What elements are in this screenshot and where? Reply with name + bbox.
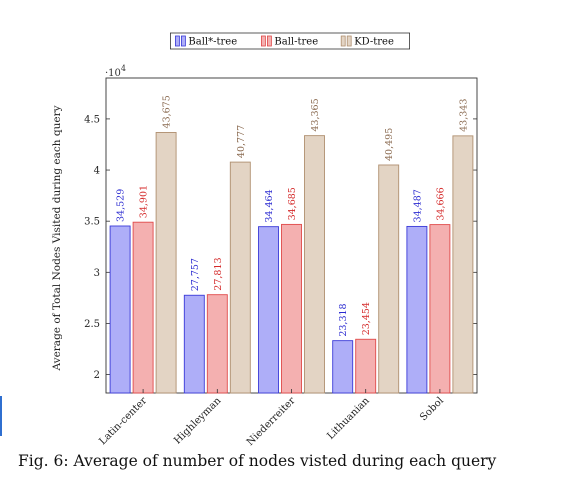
x-tick-label: Latin-center bbox=[97, 395, 149, 447]
legend-swatch bbox=[340, 35, 346, 47]
x-tick-label: Sobol bbox=[418, 395, 446, 423]
bar bbox=[452, 135, 474, 394]
y-tick-label: 2 bbox=[94, 370, 100, 381]
legend-swatch bbox=[180, 35, 186, 47]
y-tick-label: 2.5 bbox=[84, 319, 100, 330]
data-label: 27,757 bbox=[190, 258, 201, 291]
legend-swatch bbox=[346, 35, 352, 47]
page-edge-marker bbox=[0, 396, 2, 436]
y-axis-multiplier-base: ·10 bbox=[105, 68, 121, 79]
data-label: 23,318 bbox=[338, 303, 349, 336]
bar bbox=[132, 221, 154, 394]
x-tick-label: Niederreiter bbox=[245, 395, 298, 448]
bar bbox=[304, 135, 325, 394]
legend-label: Ball*-tree bbox=[188, 37, 237, 48]
data-label: 34,685 bbox=[287, 187, 298, 220]
bar bbox=[378, 164, 400, 394]
bar-chart: Ball*-tree Ball-tree KD-tree Average of To… bbox=[51, 32, 478, 448]
data-label: 34,666 bbox=[435, 187, 446, 220]
y-tick-label: 3 bbox=[94, 268, 100, 279]
legend-label: KD-tree bbox=[354, 37, 394, 48]
bar bbox=[229, 161, 251, 394]
data-label: 34,487 bbox=[412, 189, 423, 222]
legend-swatch bbox=[174, 35, 180, 47]
figure-caption: Fig. 6: Average of number of nodes viste… bbox=[18, 452, 497, 470]
data-label: 27,813 bbox=[213, 257, 224, 290]
data-label: 43,675 bbox=[162, 95, 173, 128]
legend-swatch bbox=[266, 35, 272, 47]
y-tick-label: 3.5 bbox=[84, 217, 100, 228]
bar bbox=[183, 294, 205, 394]
data-label: 40,777 bbox=[236, 125, 247, 158]
bar bbox=[429, 224, 451, 394]
bar bbox=[332, 340, 354, 394]
data-label: 23,454 bbox=[361, 302, 372, 335]
legend: Ball*-tree Ball-tree KD-tree bbox=[169, 32, 410, 50]
x-tick-label: Highleyman bbox=[172, 395, 224, 447]
bar bbox=[109, 225, 131, 394]
data-label: 34,529 bbox=[116, 189, 127, 222]
y-axis-multiplier: ·104 bbox=[105, 64, 126, 79]
data-label: 34,901 bbox=[139, 185, 150, 218]
legend-swatch bbox=[260, 35, 266, 47]
data-label: 40,495 bbox=[384, 128, 395, 161]
bar bbox=[281, 223, 302, 394]
bar bbox=[258, 226, 279, 394]
data-label: 43,343 bbox=[458, 99, 469, 132]
y-tick-label: 4.5 bbox=[84, 114, 100, 125]
data-label: 43,365 bbox=[310, 98, 321, 131]
plot-area: 2 2.5 3 3.5 4 4.5 34,529 34,901 43,675 Latin-cent… bbox=[84, 77, 478, 448]
y-axis-label: Average of Total Nodes Visited during ea… bbox=[51, 105, 63, 371]
bar bbox=[355, 338, 377, 394]
y-tick-label: 4 bbox=[94, 166, 100, 177]
bar bbox=[155, 132, 177, 394]
data-label: 34,464 bbox=[264, 189, 275, 222]
bar bbox=[406, 225, 428, 394]
legend-label: Ball-tree bbox=[274, 37, 318, 48]
y-axis-multiplier-exponent: 4 bbox=[121, 64, 126, 73]
bar bbox=[206, 294, 228, 394]
x-tick-label: Lithuanian bbox=[325, 395, 372, 442]
